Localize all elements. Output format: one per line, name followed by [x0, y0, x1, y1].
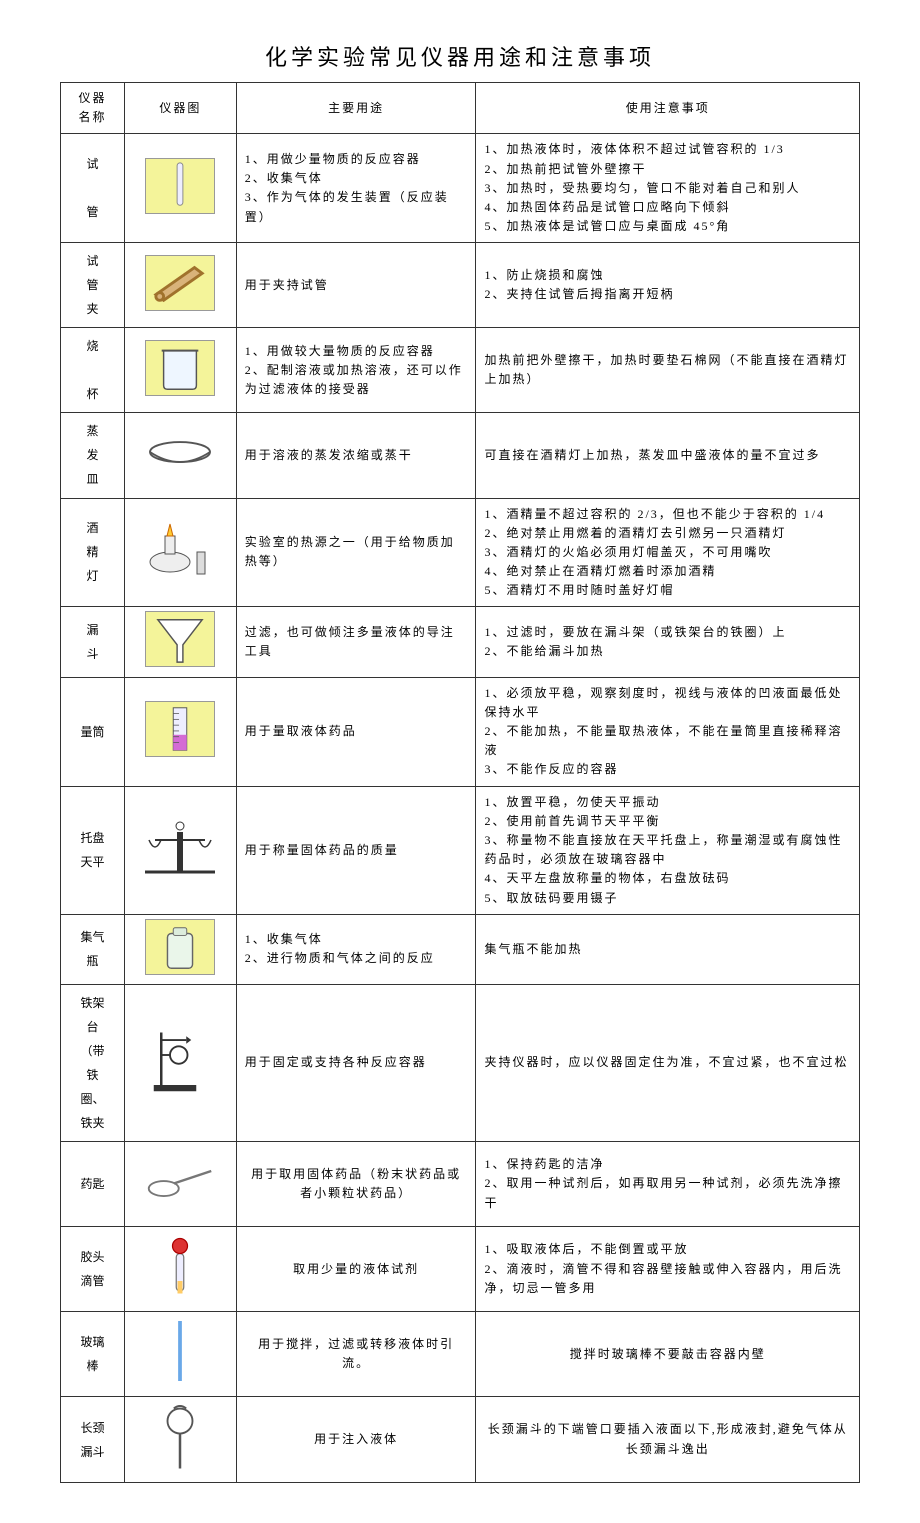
instruments-table: 仪器 名称 仪器图 主要用途 使用注意事项 试 管 1、用做少量物质的反应容器 2…: [60, 82, 860, 1483]
instrument-usage: 用于注入液体: [236, 1397, 476, 1482]
instrument-usage: 1、用做少量物质的反应容器 2、收集气体 3、作为气体的发生装置（反应装置）: [236, 134, 476, 243]
table-row: 试 管 夹 用于夹持试管1、防止烧损和腐蚀 2、夹持住试管后拇指离开短柄: [61, 243, 860, 328]
table-row: 漏 斗 过滤，也可做倾注多量液体的导注工具1、过滤时，要放在漏斗架（或铁架台的铁圈…: [61, 607, 860, 677]
instrument-image-cell: [124, 677, 236, 786]
instrument-icon: [145, 158, 215, 214]
instrument-name: 托盘 天平: [61, 786, 125, 914]
instrument-name: 蒸 发 皿: [61, 413, 125, 498]
instrument-name: 集气 瓶: [61, 914, 125, 984]
instrument-usage: 用于固定或支持各种反应容器: [236, 984, 476, 1141]
instrument-notes: 1、加热液体时，液体体积不超过试管容积的 1/3 2、加热前把试管外壁擦干 3、…: [476, 134, 860, 243]
instrument-image-cell: [124, 134, 236, 243]
table-row: 烧 杯 1、用做较大量物质的反应容器 2、配制溶液或加热溶液，还可以作为过滤液体的…: [61, 328, 860, 413]
instrument-icon: [135, 417, 225, 487]
instrument-icon: [135, 1025, 225, 1095]
instrument-name: 试 管 夹: [61, 243, 125, 328]
instrument-image-cell: [124, 498, 236, 607]
table-row: 酒 精 灯 实验室的热源之一（用于给物质加热等）1、酒精量不超过容积的 2/3，但…: [61, 498, 860, 607]
instrument-name: 试 管: [61, 134, 125, 243]
instrument-icon: [135, 1401, 225, 1471]
instrument-notes: 夹持仪器时，应以仪器固定住为准，不宜过紧，也不宜过松: [476, 984, 860, 1141]
instrument-notes: 1、吸取液体后，不能倒置或平放 2、滴液时，滴管不得和容器壁接触或伸入容器内，用…: [476, 1227, 860, 1312]
header-notes: 使用注意事项: [476, 83, 860, 134]
instrument-usage: 用于称量固体药品的质量: [236, 786, 476, 914]
instrument-notes: 集气瓶不能加热: [476, 914, 860, 984]
table-row: 量筒 用于量取液体药品1、必须放平稳，观察刻度时，视线与液体的凹液面最低处保持水平…: [61, 677, 860, 786]
instrument-usage: 取用少量的液体试剂: [236, 1227, 476, 1312]
instrument-usage: 过滤，也可做倾注多量液体的导注工具: [236, 607, 476, 677]
table-row: 长颈 漏斗 用于注入液体长颈漏斗的下端管口要插入液面以下,形成液封,避免气体从长颈…: [61, 1397, 860, 1482]
header-name: 仪器 名称: [61, 83, 125, 134]
instrument-name: 药匙: [61, 1141, 125, 1226]
instrument-icon: [135, 514, 225, 584]
instrument-image-cell: [124, 607, 236, 677]
table-row: 蒸 发 皿 用于溶液的蒸发浓缩或蒸干可直接在酒精灯上加热，蒸发皿中盛液体的量不宜过…: [61, 413, 860, 498]
instrument-notes: 长颈漏斗的下端管口要插入液面以下,形成液封,避免气体从长颈漏斗逸出: [476, 1397, 860, 1482]
table-row: 试 管 1、用做少量物质的反应容器 2、收集气体 3、作为气体的发生装置（反应装置…: [61, 134, 860, 243]
instrument-image-cell: [124, 1312, 236, 1397]
table-row: 集气 瓶 1、收集气体 2、进行物质和气体之间的反应集气瓶不能加热: [61, 914, 860, 984]
instrument-icon: [145, 255, 215, 311]
instrument-name: 烧 杯: [61, 328, 125, 413]
instrument-notes: 1、保持药匙的洁净 2、取用一种试剂后，如再取用另一种试剂，必须先洗净擦干: [476, 1141, 860, 1226]
instrument-icon: [145, 919, 215, 975]
instrument-name: 玻璃 棒: [61, 1312, 125, 1397]
instrument-name: 量筒: [61, 677, 125, 786]
table-row: 托盘 天平 用于称量固体药品的质量1、放置平稳，勿使天平振动 2、使用前首先调节天…: [61, 786, 860, 914]
instrument-usage: 实验室的热源之一（用于给物质加热等）: [236, 498, 476, 607]
instrument-name: 胶头 滴管: [61, 1227, 125, 1312]
instrument-image-cell: [124, 786, 236, 914]
instrument-usage: 1、用做较大量物质的反应容器 2、配制溶液或加热溶液，还可以作为过滤液体的接受器: [236, 328, 476, 413]
instrument-usage: 用于取用固体药品（粉末状药品或者小颗粒状药品）: [236, 1141, 476, 1226]
instrument-icon: [135, 1316, 225, 1386]
page-title: 化学实验常见仪器用途和注意事项: [60, 40, 860, 72]
instrument-notes: 1、过滤时，要放在漏斗架（或铁架台的铁圈）上 2、不能给漏斗加热: [476, 607, 860, 677]
table-header-row: 仪器 名称 仪器图 主要用途 使用注意事项: [61, 83, 860, 134]
table-row: 药匙 用于取用固体药品（粉末状药品或者小颗粒状药品）1、保持药匙的洁净 2、取用一…: [61, 1141, 860, 1226]
instrument-icon: [135, 812, 225, 882]
instrument-name: 铁架 台 （带 铁 圈、 铁夹: [61, 984, 125, 1141]
instrument-image-cell: [124, 914, 236, 984]
instrument-image-cell: [124, 243, 236, 328]
instrument-notes: 1、防止烧损和腐蚀 2、夹持住试管后拇指离开短柄: [476, 243, 860, 328]
instrument-notes: 加热前把外壁擦干，加热时要垫石棉网（不能直接在酒精灯上加热）: [476, 328, 860, 413]
instrument-usage: 用于搅拌，过滤或转移液体时引流。: [236, 1312, 476, 1397]
header-usage: 主要用途: [236, 83, 476, 134]
table-row: 铁架 台 （带 铁 圈、 铁夹 用于固定或支持各种反应容器夹持仪器时，应以仪器固定…: [61, 984, 860, 1141]
instrument-usage: 1、收集气体 2、进行物质和气体之间的反应: [236, 914, 476, 984]
instrument-image-cell: [124, 1397, 236, 1482]
instrument-name: 长颈 漏斗: [61, 1397, 125, 1482]
instrument-usage: 用于溶液的蒸发浓缩或蒸干: [236, 413, 476, 498]
instrument-usage: 用于量取液体药品: [236, 677, 476, 786]
instrument-icon: [145, 340, 215, 396]
table-row: 玻璃 棒 用于搅拌，过滤或转移液体时引流。搅拌时玻璃棒不要敲击容器内壁: [61, 1312, 860, 1397]
instrument-usage: 用于夹持试管: [236, 243, 476, 328]
instrument-image-cell: [124, 984, 236, 1141]
instrument-notes: 1、放置平稳，勿使天平振动 2、使用前首先调节天平平衡 3、称量物不能直接放在天…: [476, 786, 860, 914]
instrument-icon: [135, 1231, 225, 1301]
header-image: 仪器图: [124, 83, 236, 134]
instrument-icon: [145, 611, 215, 667]
table-row: 胶头 滴管 取用少量的液体试剂1、吸取液体后，不能倒置或平放 2、滴液时，滴管不得…: [61, 1227, 860, 1312]
instrument-icon: [135, 1146, 225, 1216]
instrument-notes: 搅拌时玻璃棒不要敲击容器内壁: [476, 1312, 860, 1397]
instrument-image-cell: [124, 1141, 236, 1226]
instrument-notes: 1、酒精量不超过容积的 2/3，但也不能少于容积的 1/4 2、绝对禁止用燃着的…: [476, 498, 860, 607]
instrument-notes: 可直接在酒精灯上加热，蒸发皿中盛液体的量不宜过多: [476, 413, 860, 498]
instrument-name: 酒 精 灯: [61, 498, 125, 607]
instrument-icon: [145, 701, 215, 757]
instrument-name: 漏 斗: [61, 607, 125, 677]
instrument-image-cell: [124, 1227, 236, 1312]
instrument-image-cell: [124, 328, 236, 413]
instrument-image-cell: [124, 413, 236, 498]
instrument-notes: 1、必须放平稳，观察刻度时，视线与液体的凹液面最低处保持水平 2、不能加热，不能…: [476, 677, 860, 786]
